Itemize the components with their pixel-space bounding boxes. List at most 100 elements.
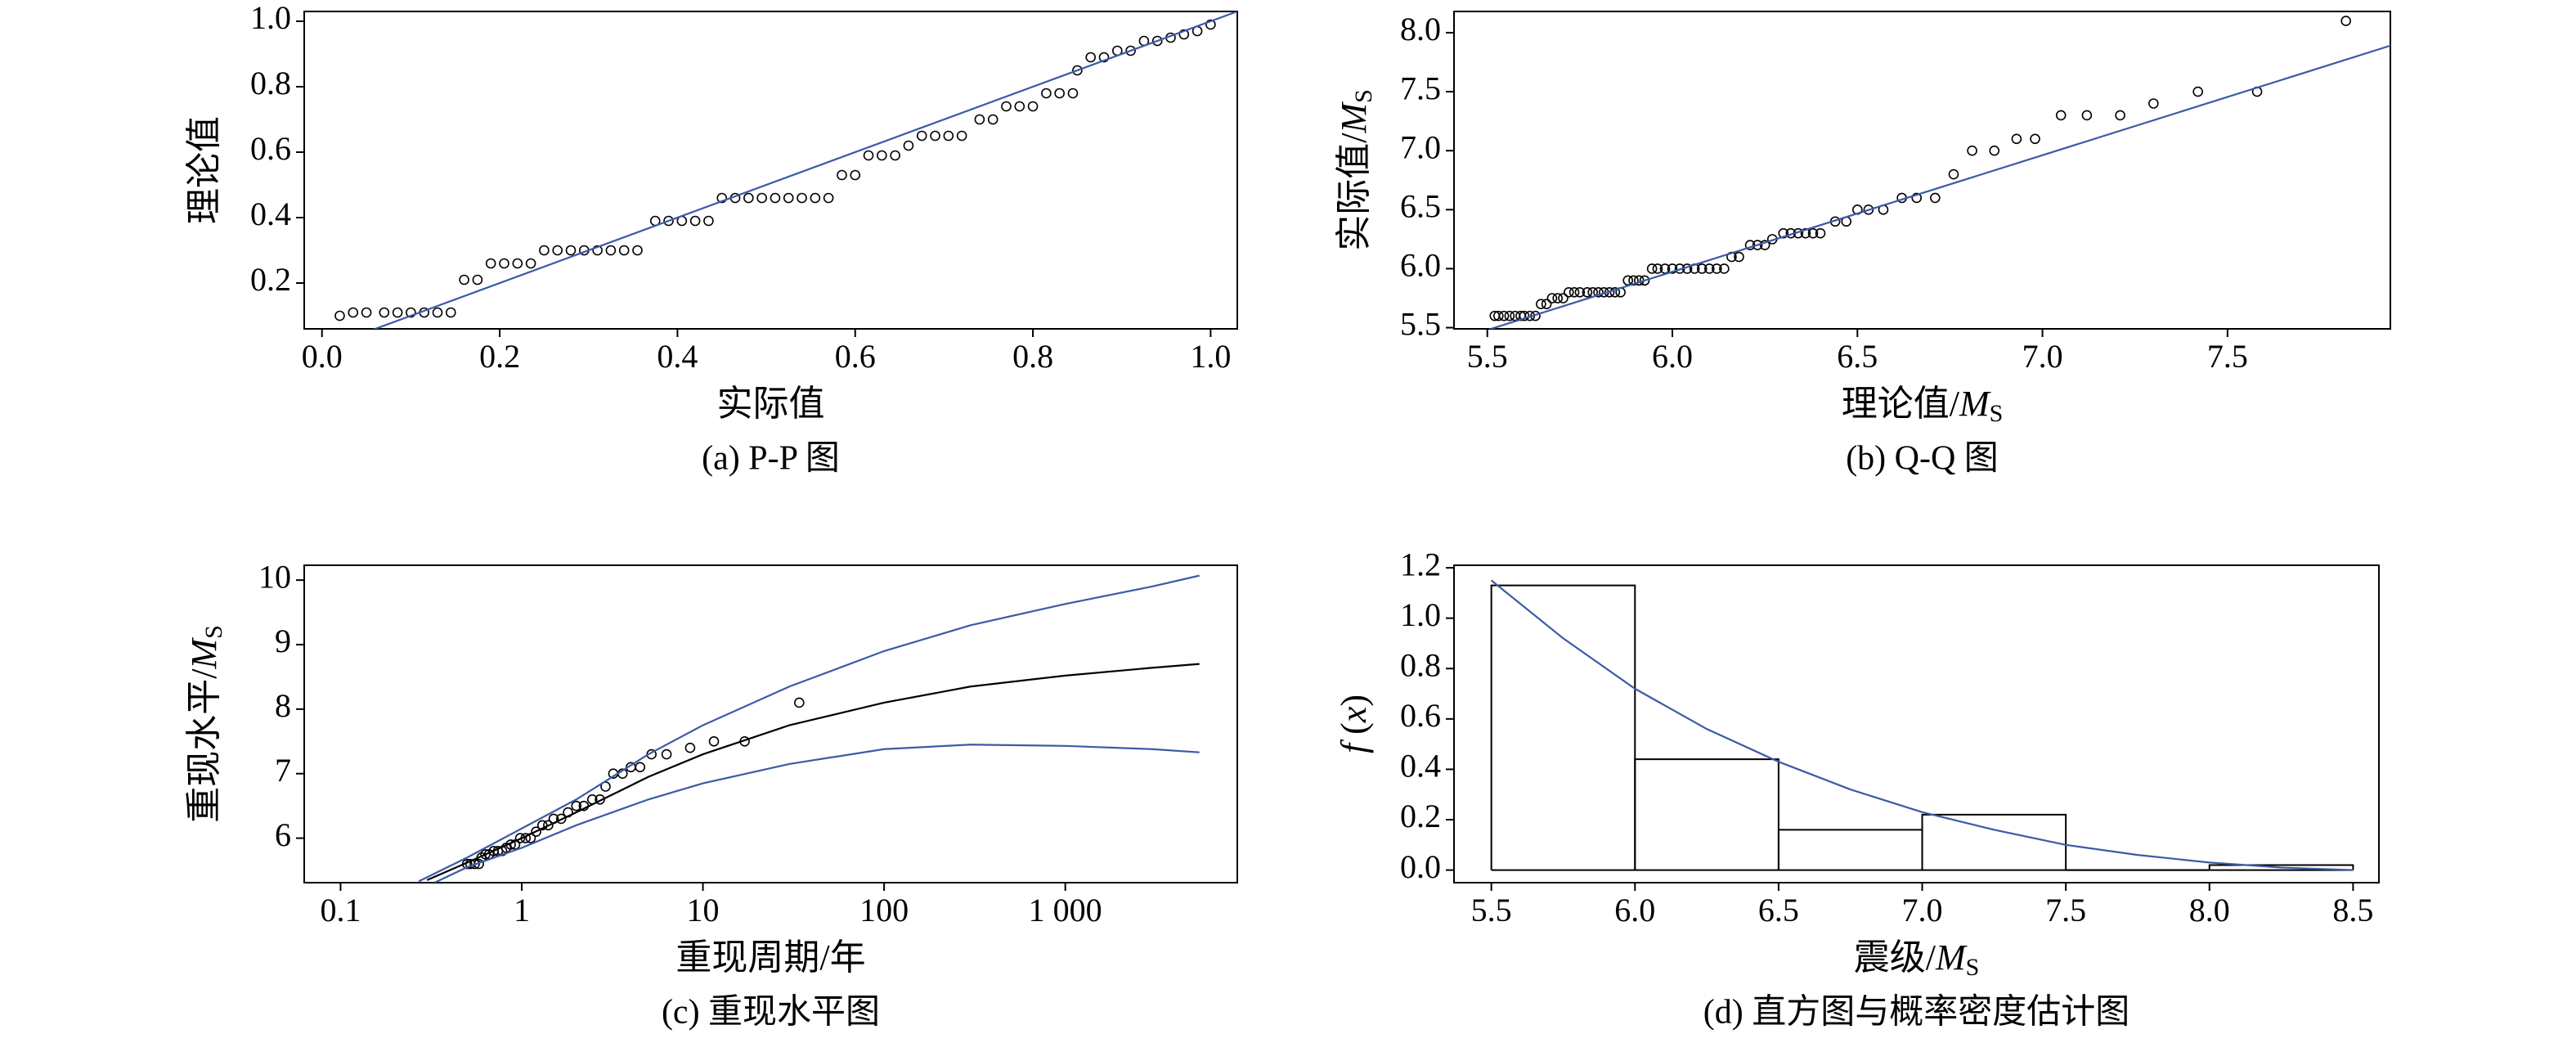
data-point — [1574, 286, 1586, 298]
data-point — [703, 215, 714, 227]
data-point — [485, 258, 496, 269]
data-point — [1807, 227, 1819, 239]
y-axis-label: 理论值 — [184, 116, 224, 224]
y-tick-label: 5.5 — [1400, 306, 1441, 343]
y-axis-label-part: 重现水平/ — [184, 668, 224, 823]
data-point — [1628, 275, 1639, 286]
data-point — [512, 258, 523, 269]
data-point — [1558, 293, 1568, 303]
x-tick-label: 0.0 — [302, 338, 343, 375]
y-tick-label: 7.5 — [1400, 70, 1441, 106]
data-point — [1041, 88, 1052, 99]
y-axis-label: 重现水平/MS — [184, 625, 227, 823]
x-tick-label: 0.6 — [835, 338, 876, 375]
y-tick-label: 9 — [275, 623, 291, 659]
y-tick-label: 6 — [275, 816, 291, 853]
y-axis-label: f (x) — [1334, 695, 1374, 753]
data-point — [810, 192, 821, 204]
data-point — [1014, 101, 1025, 112]
y-tick-label: 0.4 — [1400, 748, 1441, 784]
y-tick-label: 10 — [258, 558, 291, 595]
x-tick-label: 1 000 — [1029, 892, 1102, 928]
data-point — [392, 307, 403, 318]
bar — [1490, 584, 1636, 870]
y-axis-label-part: ) — [1334, 695, 1374, 707]
data-point — [1703, 263, 1715, 274]
data-point — [877, 150, 887, 161]
data-point — [2115, 110, 2125, 121]
x-axis-label: 震级/MS — [1854, 937, 1980, 981]
x-tick-label: 7.5 — [2045, 892, 2086, 928]
data-point — [1593, 286, 1604, 298]
x-tick-label: 5.5 — [1467, 338, 1508, 375]
x-tick-label: 7.0 — [1902, 892, 1943, 928]
x-tick-label: 7.0 — [2022, 338, 2063, 375]
bar — [1777, 829, 1923, 870]
caption: (b) Q-Q 图 — [1846, 440, 1999, 478]
x-tick-label: 8.5 — [2332, 892, 2373, 928]
caption: (a) P-P 图 — [702, 440, 840, 478]
bar — [1634, 758, 1779, 870]
data-point — [525, 258, 536, 269]
y-tick-label: 6.0 — [1400, 247, 1441, 284]
data-point — [1027, 101, 1039, 112]
data-point — [499, 258, 509, 269]
data-point — [1098, 52, 1110, 63]
data-point — [531, 826, 541, 837]
data-point — [916, 130, 927, 142]
data-point — [1930, 192, 1941, 204]
x-tick-label: 5.5 — [1471, 892, 1512, 928]
y-axis-label-part: ( — [1334, 722, 1374, 744]
data-point — [743, 192, 754, 204]
y-tick-label: 0.4 — [250, 196, 291, 232]
y-tick-label: 7 — [275, 752, 291, 789]
x-axis-label: 实际值 — [717, 384, 825, 424]
data-point — [1568, 286, 1580, 298]
data-point — [432, 307, 443, 318]
data-point — [1546, 293, 1558, 303]
y-tick-label: 8.0 — [1400, 11, 1441, 47]
data-point — [379, 307, 390, 318]
data-point — [1778, 227, 1789, 239]
data-point — [823, 192, 834, 204]
data-point — [1815, 227, 1826, 239]
y-tick-label: 1.0 — [1400, 596, 1441, 633]
data-point — [987, 114, 999, 125]
x-tick-label: 10 — [687, 892, 720, 928]
x-axis-label-part: S — [1966, 954, 1980, 981]
data-point — [1863, 205, 1874, 215]
data-point — [783, 192, 794, 204]
data-point — [509, 839, 521, 850]
curve — [433, 744, 1200, 883]
y-axis-label-part: x — [1334, 706, 1374, 723]
data-point — [1712, 263, 1722, 274]
y-axis-label-part: S — [1350, 89, 1377, 103]
data-point — [605, 245, 617, 256]
x-axis-label-part: 震级/ — [1854, 937, 1936, 978]
y-tick-label: 0.2 — [250, 261, 291, 298]
data-point — [943, 130, 954, 142]
y-tick-label: 0.6 — [1400, 697, 1441, 734]
x-tick-label: 0.2 — [479, 338, 520, 375]
data-point — [1001, 101, 1012, 112]
x-tick-label: 6.5 — [1758, 892, 1799, 928]
x-tick-label: 7.5 — [2207, 338, 2248, 375]
y-axis-label: 实际值/MS — [1334, 89, 1377, 251]
y-tick-label: 8 — [275, 687, 291, 724]
data-point — [1652, 263, 1663, 274]
data-point — [1667, 263, 1678, 274]
x-axis-label: 重现周期/年 — [675, 937, 865, 978]
data-point — [618, 245, 630, 256]
data-point — [361, 307, 372, 318]
data-point — [974, 114, 985, 125]
data-point — [2055, 110, 2067, 121]
data-point — [514, 833, 526, 843]
data-point — [1085, 52, 1096, 63]
data-point — [1178, 29, 1190, 40]
y-tick-label: 1.2 — [1400, 546, 1441, 582]
data-point — [1800, 227, 1811, 239]
data-point — [1054, 88, 1065, 99]
data-point — [1582, 286, 1593, 298]
data-point — [1719, 263, 1730, 274]
